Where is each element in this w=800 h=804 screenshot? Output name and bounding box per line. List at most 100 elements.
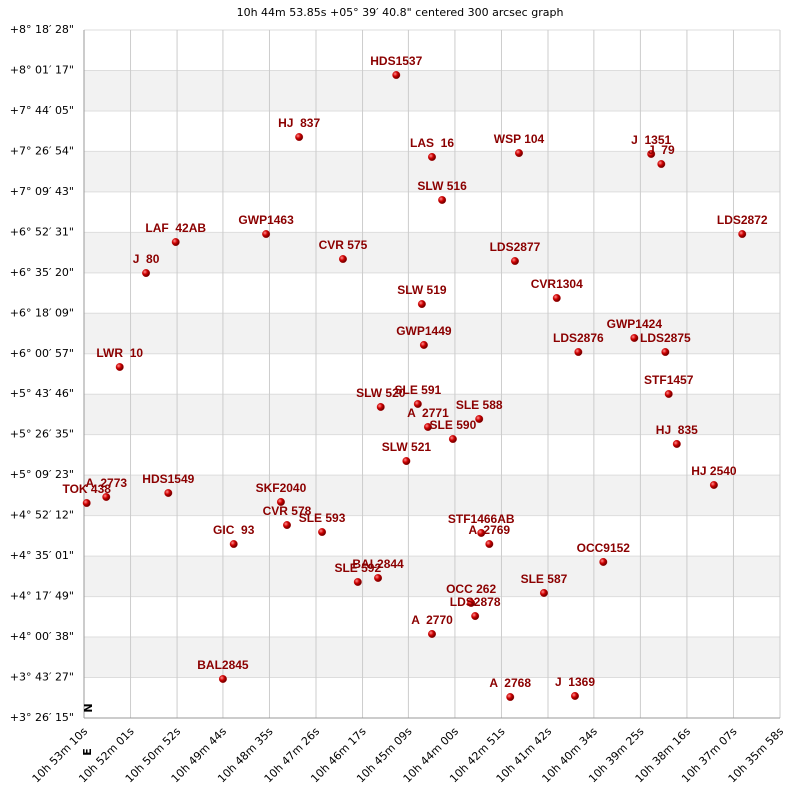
star-label: OCC 262 bbox=[446, 582, 496, 596]
star-point bbox=[318, 528, 327, 536]
y-tick-label: +4° 00′ 38" bbox=[10, 630, 74, 643]
band bbox=[84, 475, 780, 516]
star-label: LAF 42AB bbox=[145, 221, 206, 235]
star-point bbox=[477, 529, 486, 537]
star-point bbox=[339, 255, 347, 263]
star-label: GWP1449 bbox=[396, 324, 452, 338]
star-point bbox=[448, 435, 457, 443]
star-label: HJ 835 bbox=[656, 423, 698, 437]
star-label: SLE 590 bbox=[430, 418, 477, 432]
star-point bbox=[475, 415, 484, 423]
star-point bbox=[262, 230, 271, 238]
star-point bbox=[672, 440, 681, 448]
compass-north: N bbox=[82, 703, 95, 712]
star-point bbox=[82, 499, 91, 507]
star-point bbox=[664, 390, 673, 398]
band bbox=[84, 394, 780, 435]
star-point bbox=[376, 403, 385, 411]
star-point bbox=[485, 540, 494, 548]
star-point bbox=[392, 71, 401, 79]
star-label: GWP1424 bbox=[607, 317, 663, 331]
star-label: J 1369 bbox=[555, 675, 595, 689]
star-label: SLW 519 bbox=[397, 283, 447, 297]
star-point bbox=[115, 363, 124, 371]
star-point bbox=[424, 423, 432, 431]
star-label: LDS2877 bbox=[490, 240, 541, 254]
star-label: A 2773 bbox=[85, 476, 127, 490]
star-point bbox=[661, 348, 670, 356]
star-label: HDS1537 bbox=[370, 54, 422, 68]
y-tick-label: +6° 35′ 20" bbox=[10, 266, 74, 279]
star-label: LDS2872 bbox=[717, 213, 768, 227]
star-label: SKF2040 bbox=[256, 481, 307, 495]
star-point bbox=[229, 540, 238, 548]
star-label: GWP1463 bbox=[238, 213, 294, 227]
y-tick-label: +8° 18′ 28" bbox=[10, 23, 74, 36]
star-point bbox=[515, 149, 523, 157]
star-point bbox=[630, 334, 639, 342]
star-label: GIC 93 bbox=[213, 523, 255, 537]
star-point bbox=[574, 348, 583, 356]
star-label: SLE 587 bbox=[521, 572, 568, 586]
star-label: A 2768 bbox=[489, 676, 531, 690]
star-label: SLE 591 bbox=[394, 383, 441, 397]
star-label: HDS1549 bbox=[142, 472, 194, 486]
y-tick-label: +7° 09′ 43" bbox=[10, 185, 74, 198]
star-point bbox=[438, 196, 447, 204]
y-tick-label: +6° 18′ 09" bbox=[10, 306, 74, 319]
y-tick-label: +4° 52′ 12" bbox=[10, 509, 74, 522]
star-point bbox=[709, 481, 718, 489]
star-label: WSP 104 bbox=[494, 132, 545, 146]
star-point bbox=[428, 630, 436, 638]
y-tick-label: +6° 52′ 31" bbox=[10, 225, 74, 238]
star-label: SLW 516 bbox=[417, 179, 467, 193]
band bbox=[84, 556, 780, 597]
y-tick-label: +5° 26′ 35" bbox=[10, 428, 74, 441]
y-tick-label: +4° 17′ 49" bbox=[10, 590, 74, 603]
star-point bbox=[511, 257, 519, 265]
star-label: LDS2876 bbox=[553, 331, 604, 345]
y-tick-label: +5° 09′ 23" bbox=[10, 468, 74, 481]
star-label: CVR1304 bbox=[531, 277, 583, 291]
star-label: TOK 438 bbox=[62, 482, 111, 496]
star-point bbox=[218, 675, 227, 683]
star-label: SLW 521 bbox=[382, 440, 432, 454]
star-point bbox=[102, 493, 111, 501]
star-point bbox=[428, 153, 436, 161]
star-label: LWR 10 bbox=[96, 346, 143, 360]
band bbox=[84, 637, 780, 678]
star-label: SLE 588 bbox=[456, 398, 503, 412]
star-label: A 2769 bbox=[469, 523, 511, 537]
star-point bbox=[417, 300, 426, 308]
star-label: J 1351 bbox=[631, 133, 671, 147]
star-point bbox=[164, 489, 173, 497]
y-tick-label: +3° 26′ 15" bbox=[10, 711, 74, 724]
star-label: SLE 593 bbox=[299, 511, 346, 525]
star-point bbox=[471, 612, 480, 620]
star-point bbox=[283, 521, 291, 529]
star-point bbox=[353, 578, 362, 586]
star-label: SLW 520 bbox=[356, 386, 406, 400]
y-tick-label: +6° 00′ 57" bbox=[10, 347, 74, 360]
star-point bbox=[142, 269, 150, 277]
star-label: OCC9152 bbox=[577, 541, 631, 555]
star-label: STF1457 bbox=[644, 373, 694, 387]
star-label: J 80 bbox=[133, 252, 160, 266]
y-tick-label: +7° 44′ 05" bbox=[10, 104, 74, 117]
star-label: BAL2844 bbox=[352, 557, 404, 571]
star-point bbox=[295, 133, 304, 141]
y-tick-label: +5° 43′ 46" bbox=[10, 387, 74, 400]
star-label: A 2770 bbox=[411, 613, 453, 627]
star-label: HJ 837 bbox=[278, 116, 320, 130]
star-point bbox=[552, 294, 561, 302]
y-tick-label: +3° 43′ 27" bbox=[10, 671, 74, 684]
star-label: A 2771 bbox=[407, 406, 449, 420]
star-label: SLE 592 bbox=[334, 561, 381, 575]
star-label: BAL2845 bbox=[197, 658, 249, 672]
y-tick-label: +8° 01′ 17" bbox=[10, 63, 74, 76]
band bbox=[84, 232, 780, 273]
band bbox=[84, 70, 780, 111]
star-point bbox=[738, 230, 747, 238]
star-point bbox=[657, 160, 666, 168]
